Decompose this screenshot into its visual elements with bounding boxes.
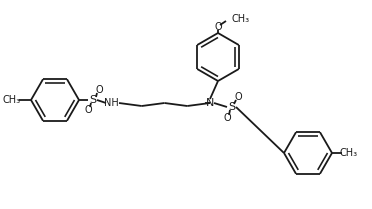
Text: NH: NH [104,98,118,108]
Text: O: O [84,105,92,115]
Text: S: S [228,102,235,112]
Text: O: O [223,113,231,123]
Text: O: O [234,92,242,102]
Text: S: S [89,95,97,105]
Text: CH₃: CH₃ [232,14,250,24]
Text: CH₃: CH₃ [3,95,21,105]
Text: N: N [206,98,214,108]
Text: O: O [95,85,103,95]
Text: CH₃: CH₃ [340,148,358,158]
Text: O: O [214,22,222,32]
